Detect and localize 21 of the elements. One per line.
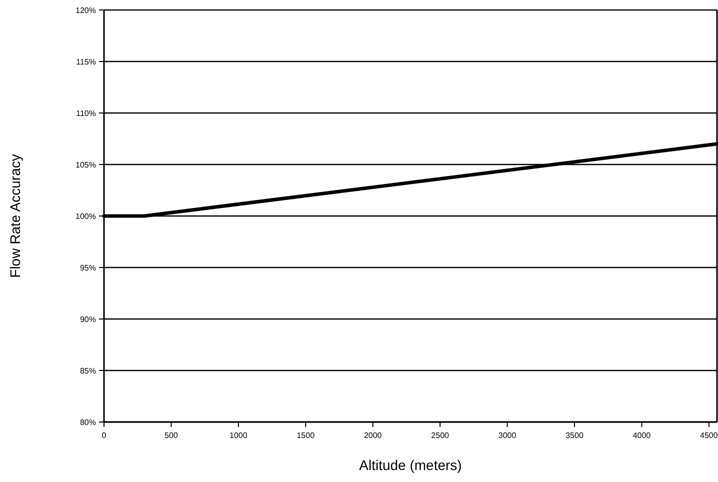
x-tick-label: 1000 [230,431,248,440]
x-tick-label: 1500 [296,431,316,440]
x-tick-label: 500 [164,431,178,440]
y-tick-label: 115% [76,57,96,66]
y-axis-title: Flow Rate Accuracy [7,154,23,278]
y-tick-label: 110% [76,108,96,118]
x-tick-label: 3000 [498,431,517,440]
x-tick-label: 0 [102,431,107,440]
y-tick-label: 95% [80,263,96,272]
x-tick-label: 4500 [700,431,718,440]
y-tick-label: 90% [80,314,96,324]
x-tick-label: 2500 [431,431,450,440]
y-tick-label: 85% [80,366,96,376]
y-tick-label: 100% [76,212,96,221]
x-tick-label: 2000 [364,431,382,440]
x-axis-title: Altitude (meters) [359,457,462,473]
x-tick-label: 4000 [632,431,652,440]
y-tick-label: 80% [80,418,96,427]
y-tick-label: 105% [76,160,96,170]
x-tick-label: 3500 [566,431,584,440]
y-tick-label: 120% [76,6,96,15]
